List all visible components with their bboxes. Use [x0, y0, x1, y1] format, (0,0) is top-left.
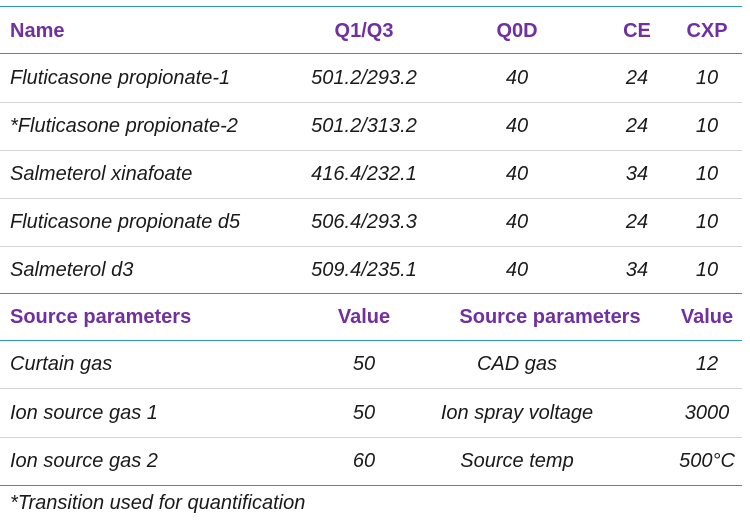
header-source-param-1: Source parameters [10, 305, 192, 328]
compound-row: Salmeterol xinafoate 416.4/232.1 40 34 1… [0, 151, 750, 198]
source-param-1: Curtain gas [10, 353, 113, 375]
header-source-param-2: Source parameters [459, 305, 641, 328]
compound-q0d: 40 [505, 211, 529, 233]
compound-q0d: 40 [505, 258, 529, 281]
source-value-2: 3000 [684, 401, 730, 424]
compound-cxp: 10 [695, 163, 719, 185]
compound-q1q3: 506.4/293.3 [311, 211, 417, 233]
compound-header-row: Name Q1/Q3 Q0D CE CXP [0, 8, 750, 54]
row-divider [0, 437, 742, 438]
compound-row: *Fluticasone propionate-2 501.2/313.2 40… [0, 103, 750, 150]
source-value-2: 12 [695, 353, 719, 375]
compound-row: Fluticasone propionate d5 506.4/293.3 40… [0, 199, 750, 246]
compound-ce: 24 [625, 115, 649, 137]
compound-name: Fluticasone propionate-1 [10, 66, 231, 89]
compound-cxp: 10 [695, 66, 719, 89]
header-ce: CE [623, 19, 651, 42]
top-rule [0, 6, 742, 7]
compound-ce: 24 [625, 66, 649, 89]
compound-cxp: 10 [695, 211, 719, 233]
compound-cxp: 10 [695, 258, 719, 281]
source-row: Ion source gas 1 50 Ion spray voltage 30… [0, 389, 750, 437]
compound-q1q3: 416.4/232.1 [311, 163, 417, 185]
compound-q0d: 40 [505, 115, 529, 137]
compound-cxp: 10 [695, 115, 719, 137]
source-param-1: Ion source gas 2 [10, 450, 158, 472]
source-param-1: Ion source gas 1 [10, 401, 158, 424]
row-divider [0, 246, 742, 247]
section-rule [0, 293, 742, 294]
source-row: Ion source gas 2 60 Source temp 500°C [0, 438, 750, 485]
compound-row: Salmeterol d3 509.4/235.1 40 34 10 [0, 247, 750, 293]
compound-name: Salmeterol xinafoate [10, 163, 193, 185]
compound-name: Fluticasone propionate d5 [10, 211, 241, 233]
compound-ce: 34 [625, 258, 649, 281]
compound-ce: 34 [625, 163, 649, 185]
source-param-2: Ion spray voltage [440, 401, 594, 424]
header-rule [0, 53, 742, 54]
header-cxp: CXP [686, 19, 728, 42]
row-divider [0, 198, 742, 199]
row-divider [0, 150, 742, 151]
footnote: *Transition used for quantification [10, 492, 306, 514]
row-divider [0, 388, 742, 389]
source-param-2: CAD gas [476, 353, 558, 375]
bottom-rule [0, 485, 742, 486]
compound-name: Salmeterol d3 [10, 258, 134, 281]
compound-q1q3: 501.2/313.2 [311, 115, 417, 137]
header-q1q3: Q1/Q3 [334, 19, 394, 42]
compound-q0d: 40 [505, 66, 529, 89]
compound-q0d: 40 [505, 163, 529, 185]
source-value-1: 50 [352, 401, 376, 424]
source-value-1: 60 [352, 450, 376, 472]
header-q0d: Q0D [496, 19, 538, 42]
source-param-2: Source temp [460, 450, 574, 472]
compound-ce: 24 [625, 211, 649, 233]
source-value-2: 500°C [679, 450, 735, 472]
header-value-1: Value [337, 305, 391, 328]
source-value-1: 50 [352, 353, 376, 375]
compound-q1q3: 509.4/235.1 [311, 258, 417, 281]
compound-row: Fluticasone propionate-1 501.2/293.2 40 … [0, 54, 750, 102]
header-name: Name [10, 19, 65, 42]
compound-name: *Fluticasone propionate-2 [10, 115, 238, 137]
header-value-2: Value [680, 305, 734, 328]
row-divider [0, 102, 742, 103]
source-row: Curtain gas 50 CAD gas 12 [0, 341, 750, 388]
source-header-row: Source parameters Value Source parameter… [0, 294, 750, 340]
compound-q1q3: 501.2/293.2 [311, 66, 417, 89]
source-header-rule [0, 340, 742, 341]
